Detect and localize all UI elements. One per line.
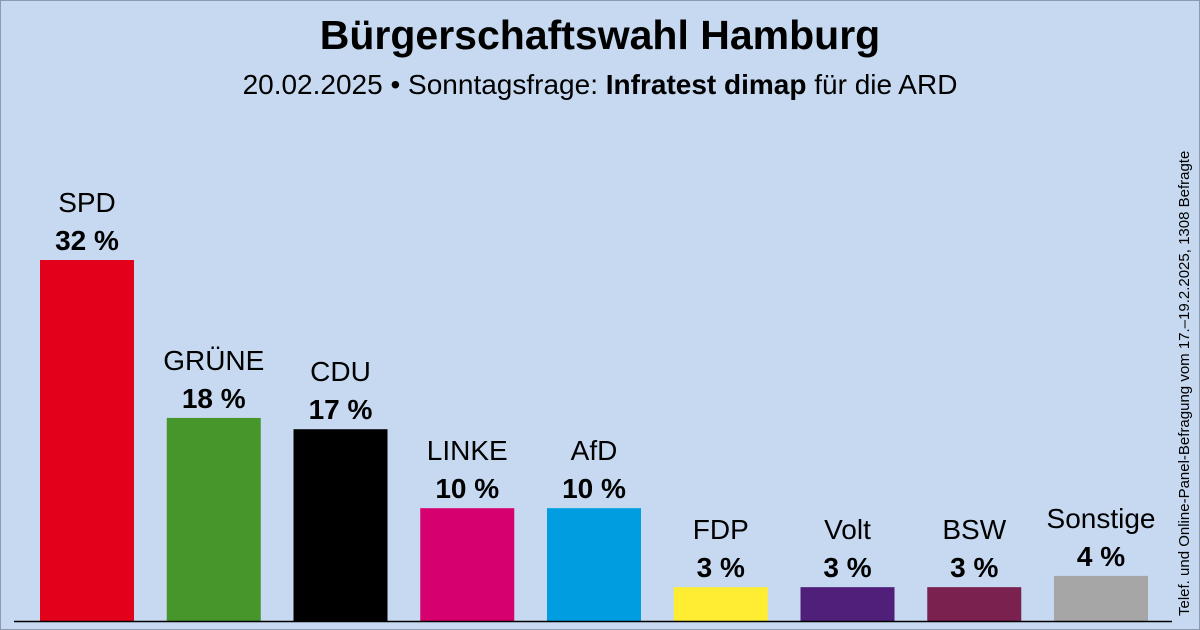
- bar-category-label: BSW: [942, 514, 1006, 545]
- bar-category-label: Sonstige: [1047, 503, 1156, 534]
- bar-value-label: 32 %: [55, 225, 119, 256]
- subtitle-date: 20.02.2025 • Sonntagsfrage:: [242, 69, 598, 100]
- bar-value-label: 3 %: [823, 552, 871, 583]
- bar-value-label: 18 %: [182, 383, 246, 414]
- bar-category-label: FDP: [693, 514, 749, 545]
- bar-fdp: [673, 587, 768, 621]
- bar-volt: [800, 587, 895, 621]
- bar-value-label: 4 %: [1077, 541, 1125, 572]
- bar-category-label: CDU: [310, 356, 371, 387]
- bar-value-label: 10 %: [435, 473, 499, 504]
- bar-value-label: 10 %: [562, 473, 626, 504]
- bar-category-label: Volt: [824, 514, 871, 545]
- subtitle-client: für die ARD: [814, 69, 958, 100]
- bar-afd: [547, 508, 641, 621]
- bar-cdu: [293, 429, 388, 621]
- bar-category-label: LINKE: [427, 435, 508, 466]
- chart-subtitle: 20.02.2025 • Sonntagsfrage: Infratest di…: [0, 69, 1200, 101]
- subtitle-institute: Infratest dimap: [605, 69, 807, 100]
- bar-sonstige: [1054, 575, 1148, 621]
- bar-value-label: 17 %: [309, 394, 373, 425]
- bar-bsw: [927, 587, 1022, 621]
- bar-category-label: SPD: [58, 187, 116, 218]
- chart-title: Bürgerschaftswahl Hamburg: [319, 12, 881, 58]
- bar-category-label: AfD: [571, 435, 618, 466]
- bar-linke: [420, 508, 515, 621]
- bar-value-label: 3 %: [950, 552, 998, 583]
- bar-category-label: GRÜNE: [163, 345, 264, 376]
- bar-value-label: 3 %: [697, 552, 745, 583]
- bar-grüne: [166, 417, 261, 621]
- bar-spd: [40, 260, 134, 621]
